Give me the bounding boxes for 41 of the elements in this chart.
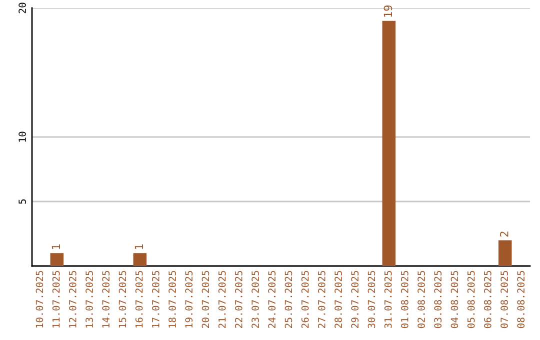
y-tick-label: 5 xyxy=(18,199,26,204)
x-tick-label: 15.07.2025 xyxy=(118,270,126,328)
x-tick-label: 11.07.2025 xyxy=(52,270,60,328)
x-tick-label: 02.08.2025 xyxy=(418,270,425,328)
x-tick-label: 26.07.2025 xyxy=(301,270,309,328)
data-label: 19 xyxy=(384,5,392,17)
data-label: 2 xyxy=(500,232,508,237)
x-tick-label: 31.07.2025 xyxy=(384,270,392,328)
x-tick-label: 21.07.2025 xyxy=(218,270,226,328)
x-tick-label: 08.08.2025 xyxy=(517,270,525,328)
x-tick-label: 18.07.2025 xyxy=(168,270,176,328)
x-tick-label: 04.08.2025 xyxy=(450,270,458,328)
x-tick-label: 14.07.2025 xyxy=(102,270,110,328)
x-tick-label: 25.07.2025 xyxy=(284,270,292,328)
x-tick-label: 22.07.2025 xyxy=(234,270,242,328)
x-tick-label: 27.07.2025 xyxy=(318,270,326,328)
x-tick-label: 13.07.2025 xyxy=(86,270,93,328)
x-tick-label: 20.07.2025 xyxy=(202,270,210,328)
x-tick-label: 19.07.2025 xyxy=(185,270,193,328)
x-tick-label: 24.07.2025 xyxy=(268,270,276,328)
data-label: 1 xyxy=(52,244,60,249)
x-tick-label: 30.07.2025 xyxy=(368,270,376,328)
x-tick-label: 16.07.2025 xyxy=(135,270,143,328)
x-tick-label: 10.07.2025 xyxy=(36,270,44,328)
y-tick-label: 20 xyxy=(18,2,26,14)
x-tick-label: 23.07.2025 xyxy=(252,270,259,328)
x-tick-label: 01.08.2025 xyxy=(400,270,408,328)
bar xyxy=(498,240,512,266)
x-tick-label: 03.08.2025 xyxy=(434,270,442,328)
y-tick-label: 10 xyxy=(18,132,26,142)
bar xyxy=(382,20,396,266)
bar xyxy=(50,253,64,266)
data-label: 1 xyxy=(134,244,143,249)
x-tick-label: 28.07.2025 xyxy=(334,270,342,328)
x-tick-label: 17.07.2025 xyxy=(152,270,160,328)
x-tick-label: 06.08.2025 xyxy=(484,270,492,328)
bar xyxy=(133,253,147,266)
x-tick-label: 07.08.2025 xyxy=(500,270,508,328)
x-tick-label: 29.07.2025 xyxy=(351,270,359,328)
x-tick-label: 05.08.2025 xyxy=(467,270,475,328)
x-tick-label: 12.07.2025 xyxy=(68,270,76,328)
